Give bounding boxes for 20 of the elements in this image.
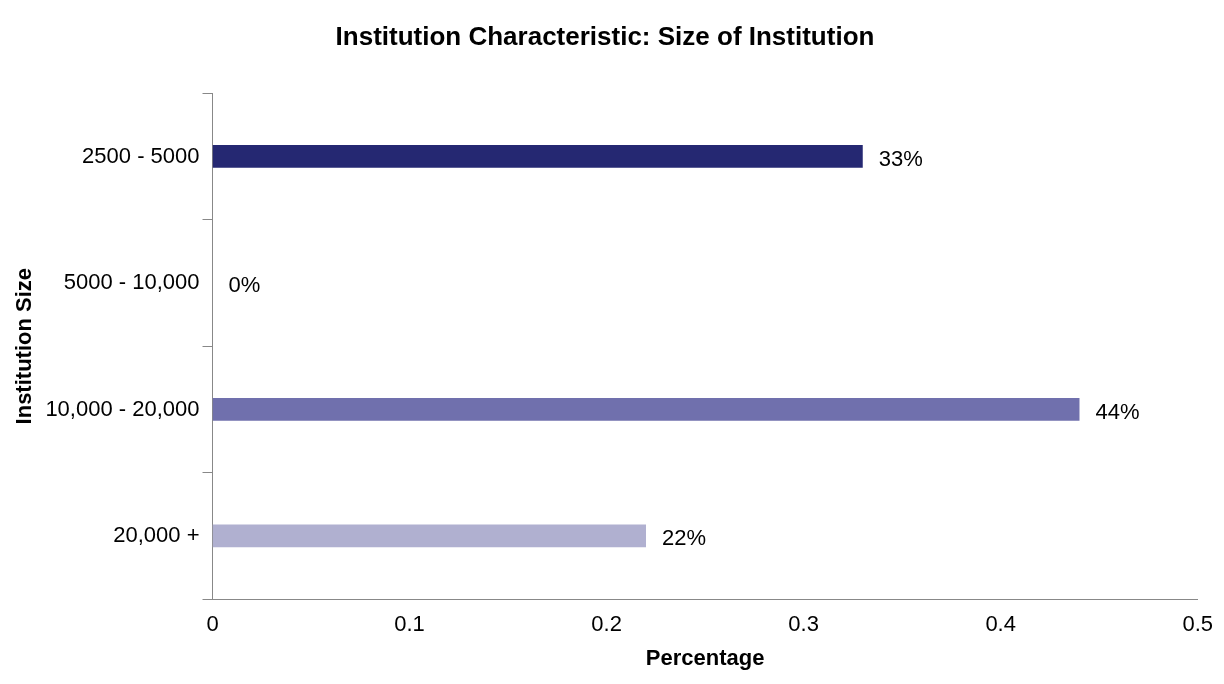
bar xyxy=(212,524,647,548)
data-label: 33% xyxy=(878,145,923,171)
y-tick-label: 5000 - 10,000 xyxy=(63,269,200,295)
data-label: 22% xyxy=(662,525,707,551)
y-tick-label: 20,000 + xyxy=(113,522,200,548)
x-tick-label: 0 xyxy=(206,611,219,637)
x-tick-label: 0.2 xyxy=(591,611,622,637)
bar xyxy=(212,145,863,168)
y-tick-label: 2500 - 5000 xyxy=(82,142,200,168)
y-axis-title: Institution Size xyxy=(11,267,37,425)
data-label: 0% xyxy=(228,272,261,298)
x-tick-label: 0.4 xyxy=(985,611,1016,637)
y-tick-label: 10,000 - 20,000 xyxy=(45,395,200,421)
x-tick-label: 0.3 xyxy=(788,611,819,637)
x-tick-label: 0.5 xyxy=(1182,611,1214,637)
chart-title: Institution Characteristic: Size of Institution xyxy=(335,20,875,51)
bar xyxy=(212,398,1080,421)
data-label: 44% xyxy=(1095,398,1140,424)
x-tick-label: 0.1 xyxy=(394,611,425,637)
x-axis-title: Percentage xyxy=(645,644,765,670)
